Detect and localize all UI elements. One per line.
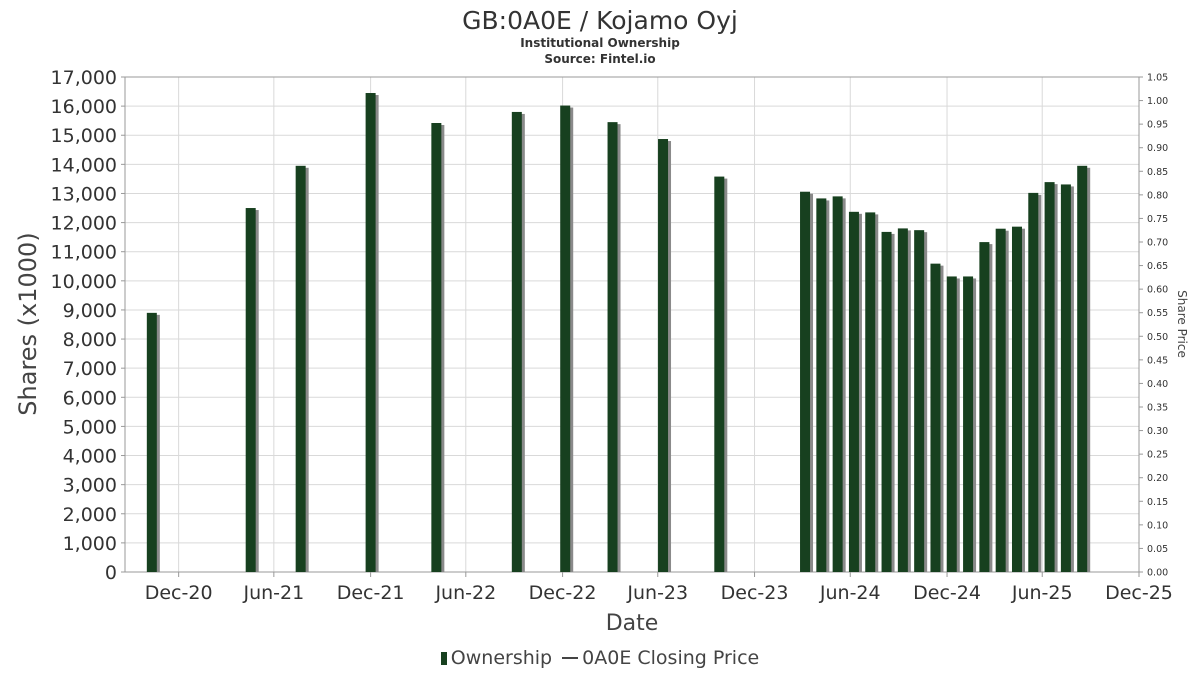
x-tick-label: Dec-20 <box>145 582 213 604</box>
ownership-bar[interactable] <box>295 165 306 572</box>
x-tick-label: Jun-24 <box>819 582 881 604</box>
ownership-bar[interactable] <box>914 230 925 573</box>
x-tick-label: Dec-22 <box>529 582 597 604</box>
y-tick-label: 16,000 <box>51 96 117 118</box>
y-tick-label: 13,000 <box>51 183 117 205</box>
ownership-bar[interactable] <box>946 276 957 572</box>
plot-area <box>124 76 1140 573</box>
x-axis: Dec-20 Jun-21 Dec-21 Jun-22 Dec-22 Jun-23 Dec-… <box>145 572 1173 604</box>
y2-tick-label: 0.55 <box>1147 308 1168 319</box>
y2-tick-label: 0.10 <box>1147 520 1168 531</box>
x-tick-label: Jun-21 <box>242 582 304 604</box>
y2-tick-label: 0.60 <box>1147 285 1168 296</box>
y-tick-label: 12,000 <box>51 213 117 235</box>
ownership-bar[interactable] <box>607 122 618 572</box>
y-tick-label: 1,000 <box>63 533 117 555</box>
y2-tick-label: 0.30 <box>1147 426 1168 437</box>
y2-tick-label: 1.05 <box>1147 73 1168 84</box>
y-tick-label: 10,000 <box>51 271 117 293</box>
x-axis-label: Date <box>606 611 659 636</box>
y-tick-label: 4,000 <box>63 446 117 468</box>
ownership-bar[interactable] <box>1060 184 1071 572</box>
y2-tick-label: 0.50 <box>1147 332 1168 343</box>
ownership-bar[interactable] <box>1028 192 1039 572</box>
x-tick-label: Dec-25 <box>1105 582 1173 604</box>
ownership-bar[interactable] <box>865 212 876 572</box>
y-axis-label: Shares (x1000) <box>14 232 42 415</box>
y-tick-label: 5,000 <box>63 416 117 438</box>
y2-tick-label: 0.25 <box>1147 450 1168 461</box>
ownership-bar[interactable] <box>658 139 669 573</box>
ownership-bar[interactable] <box>963 276 974 572</box>
y-tick-label: 11,000 <box>51 242 117 264</box>
y2-tick-label: 0.35 <box>1147 403 1168 414</box>
x-tick-label: Jun-23 <box>626 582 688 604</box>
x-tick-label: Dec-21 <box>337 582 405 604</box>
ownership-bar[interactable] <box>1077 165 1088 572</box>
bars <box>146 93 1091 573</box>
y2-tick-label: 0.70 <box>1147 238 1168 249</box>
y-tick-label: 3,000 <box>63 475 117 497</box>
x-tick-label: Jun-22 <box>434 582 496 604</box>
chart-title: GB:0A0E / Kojamo Oyj <box>462 6 738 35</box>
legend-label-ownership: Ownership <box>450 646 553 669</box>
ownership-bar[interactable] <box>431 123 442 572</box>
y2-tick-label: 0.45 <box>1147 355 1168 366</box>
y2-tick-label: 0.75 <box>1147 214 1168 225</box>
ownership-bar[interactable] <box>560 105 571 573</box>
ownership-bar[interactable] <box>881 231 892 572</box>
y-tick-label: 6,000 <box>63 387 117 409</box>
ownership-bar[interactable] <box>511 111 522 573</box>
line-swatch-icon <box>562 656 579 659</box>
y2-tick-label: 0.85 <box>1147 167 1168 178</box>
y-tick-label: 15,000 <box>51 125 117 147</box>
ownership-bar[interactable] <box>1044 182 1055 573</box>
ownership-bar[interactable] <box>995 228 1006 572</box>
y2-tick-label: 0.40 <box>1147 379 1168 390</box>
ownership-bar[interactable] <box>1011 226 1022 572</box>
y-tick-label: 9,000 <box>63 300 117 322</box>
legend-item-ownership[interactable]: Ownership <box>440 646 553 669</box>
y-tick-label: 8,000 <box>63 329 117 351</box>
y2-tick-label: 0.90 <box>1147 143 1168 154</box>
ownership-bar[interactable] <box>897 228 908 573</box>
x-tick-label: Dec-24 <box>913 582 981 604</box>
x-tick-label: Dec-23 <box>721 582 789 604</box>
y2-tick-label: 0.00 <box>1147 568 1168 579</box>
y2-axis-label: Share Price <box>1175 290 1189 358</box>
ownership-bar[interactable] <box>800 191 811 573</box>
y2-tick-label: 0.15 <box>1147 497 1168 508</box>
y2-tick-label: 0.80 <box>1147 190 1168 201</box>
ownership-bar[interactable] <box>245 208 256 572</box>
legend-item-closing-price[interactable]: 0A0E Closing Price <box>558 647 759 669</box>
y-tick-label: 2,000 <box>63 504 117 526</box>
bar-swatch-icon <box>440 651 447 665</box>
ownership-bar[interactable] <box>832 196 843 572</box>
chart-source: Source: Fintel.io <box>544 52 655 66</box>
ownership-bar[interactable] <box>848 211 859 573</box>
y2-tick-label: 0.65 <box>1147 261 1168 272</box>
y2-tick-label: 0.95 <box>1147 120 1168 131</box>
legend: Ownership 0A0E Closing Price <box>0 646 1200 669</box>
ownership-bar[interactable] <box>365 93 376 572</box>
y-axis-right: 0.00 0.05 0.10 0.15 0.20 0.25 0.30 0.35 0.40 0.45… <box>1139 73 1168 579</box>
y-tick-label: 0 <box>105 562 117 584</box>
ownership-bar[interactable] <box>979 242 990 573</box>
ownership-bar[interactable] <box>714 176 725 573</box>
y2-tick-label: 1.00 <box>1147 96 1168 107</box>
y-tick-label: 7,000 <box>63 358 117 380</box>
ownership-bar[interactable] <box>146 312 157 572</box>
ownership-bar[interactable] <box>816 198 827 572</box>
legend-label-closing-price: 0A0E Closing Price <box>582 646 760 669</box>
y2-tick-label: 0.20 <box>1147 473 1168 484</box>
y-tick-label: 14,000 <box>51 154 117 176</box>
chart-subtitle: Institutional Ownership <box>520 36 680 50</box>
ownership-bar[interactable] <box>930 263 941 572</box>
y2-tick-label: 0.05 <box>1147 544 1168 555</box>
x-tick-label: Jun-25 <box>1011 582 1073 604</box>
y-axis-left: 0 1,000 2,000 3,000 4,000 5,000 6,000 7,000 8,00… <box>51 67 125 584</box>
y-tick-label: 17,000 <box>51 67 117 89</box>
